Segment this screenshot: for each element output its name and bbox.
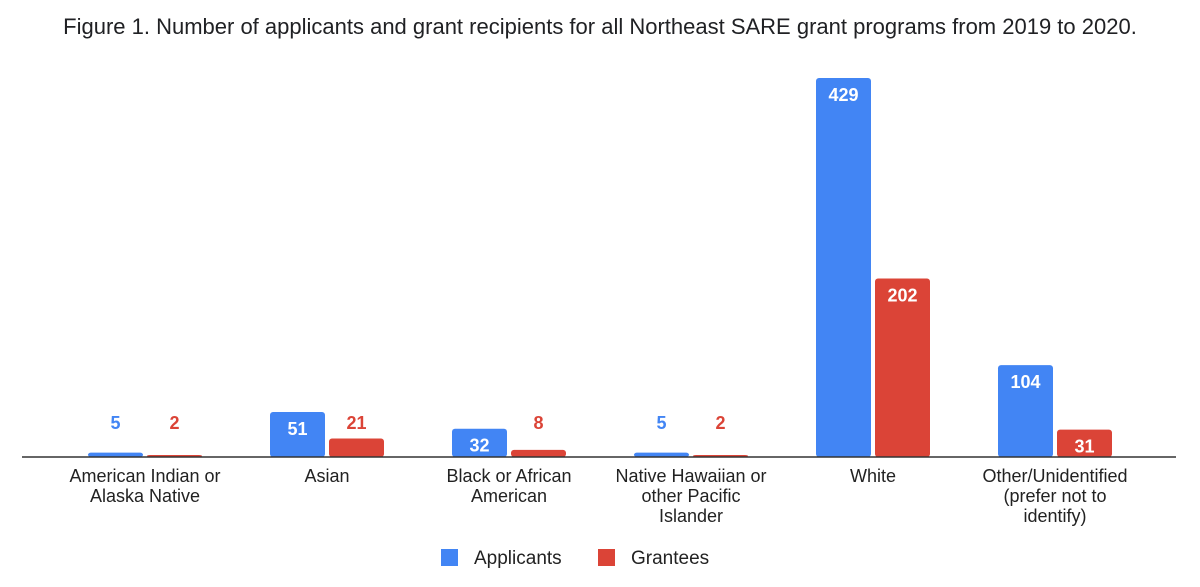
labels-layer: 5 2 51 21 32 8 5 2 429 202 104 31 [110, 85, 1094, 457]
x-tick-label-1: Asian [304, 466, 349, 486]
bar-applicants-5 [998, 365, 1053, 457]
data-label-applicants-2: 32 [469, 436, 489, 456]
data-label-grantees-2: 8 [533, 413, 543, 433]
legend-label-applicants: Applicants [474, 548, 562, 569]
chart-title: Figure 1. Number of applicants and grant… [63, 14, 1137, 39]
bars-layer [88, 78, 1112, 457]
data-label-applicants-3: 5 [656, 413, 666, 433]
x-tick-label-0: American Indian or Alaska Native [69, 466, 220, 506]
data-label-grantees-4: 202 [887, 286, 917, 306]
x-axis-ticks: American Indian or Alaska Native Asian Blac… [69, 466, 1127, 526]
bar-applicants-4 [816, 78, 871, 457]
data-label-grantees-5: 31 [1074, 437, 1094, 457]
legend-label-grantees: Grantees [631, 548, 709, 569]
bar-grantees-1 [329, 438, 384, 457]
legend-swatch-applicants [441, 549, 458, 566]
legend: Applicants Grantees [441, 548, 709, 569]
bar-applicants-1 [270, 411, 325, 457]
legend-swatch-grantees [598, 549, 615, 566]
bar-applicants-2 [452, 428, 507, 457]
data-label-applicants-1: 51 [287, 419, 307, 439]
data-label-grantees-0: 2 [169, 413, 179, 433]
data-label-applicants-0: 5 [110, 413, 120, 433]
x-tick-label-3: Native Hawaiian or other Pacific Islander [615, 466, 766, 526]
x-tick-label-4: White [850, 466, 896, 486]
x-tick-label-2: Black or African American [446, 466, 571, 506]
x-tick-label-5: Other/Unidentified (prefer not to identify… [982, 466, 1127, 526]
data-label-grantees-3: 2 [715, 413, 725, 433]
bar-grantees-4 [875, 278, 930, 457]
data-label-applicants-4: 429 [828, 85, 858, 105]
bar-applicants-3 [634, 452, 689, 457]
data-label-grantees-1: 21 [346, 413, 366, 433]
bar-grantees-5 [1057, 429, 1112, 457]
bar-applicants-0 [88, 452, 143, 457]
data-label-applicants-5: 104 [1010, 372, 1040, 392]
bar-grantees-2 [511, 449, 566, 457]
